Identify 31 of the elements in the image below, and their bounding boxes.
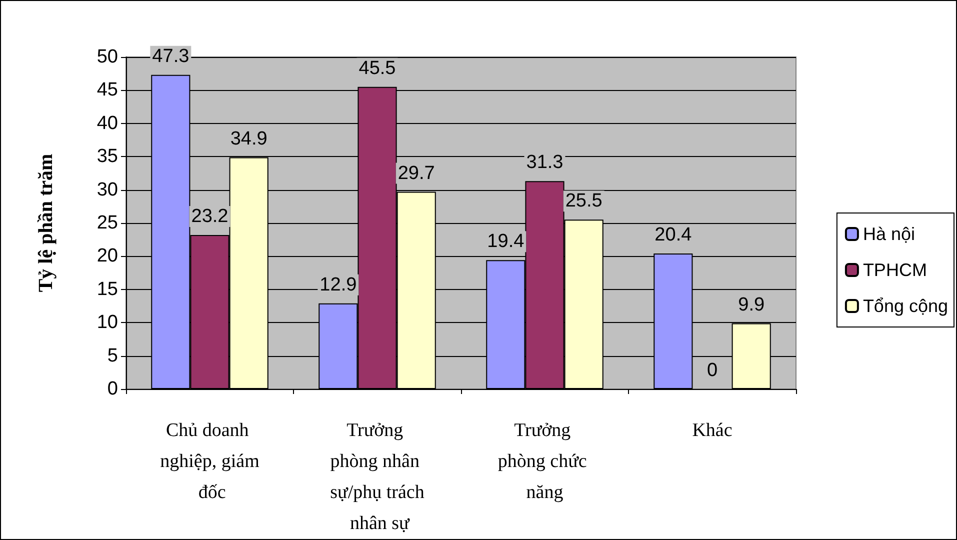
y-tick-label: 25 <box>96 212 118 234</box>
x-tick-label: Chủ doanh nghiệp, giám đốc <box>160 420 260 503</box>
data-label: 31.3 <box>526 152 564 174</box>
y-tick-label: 35 <box>96 146 118 168</box>
y-tick-label: 30 <box>96 179 118 200</box>
y-tick-label: 20 <box>96 246 118 267</box>
data-label: 19.4 <box>487 231 525 252</box>
y-tick-label: 50 <box>96 46 118 68</box>
data-label: 9.9 <box>738 294 765 316</box>
y-tick-label: 40 <box>96 112 118 134</box>
x-tick-label: Trưởng phòng nhân sự/phụ trách nhân sự <box>330 420 425 534</box>
y-axis-title: Tỷ lệ phần trăm <box>35 153 57 292</box>
data-label: 20.4 <box>654 224 692 246</box>
x-tick-label: Khác <box>692 420 732 441</box>
y-tick-label: 5 <box>107 345 118 366</box>
legend-label: Hà nội <box>862 224 915 244</box>
data-label: 45.5 <box>358 58 396 79</box>
data-label: 23.2 <box>191 206 228 227</box>
data-label: 0 <box>706 360 718 381</box>
y-tick-label: 15 <box>96 278 118 300</box>
y-tick-label: 10 <box>96 312 118 334</box>
x-tick-label: Trưởng phòng chức năng <box>498 420 592 503</box>
y-tick-label: 0 <box>107 378 118 400</box>
legend-label: TPHCM <box>862 260 927 280</box>
data-label: 12.9 <box>320 274 357 296</box>
data-label: 25.5 <box>565 190 602 212</box>
data-label: 47.3 <box>152 46 190 67</box>
legend-label: Tổng cộng <box>862 296 948 316</box>
data-label: 34.9 <box>230 128 268 150</box>
data-label: 29.7 <box>398 162 435 184</box>
y-tick-label: 45 <box>96 80 118 101</box>
